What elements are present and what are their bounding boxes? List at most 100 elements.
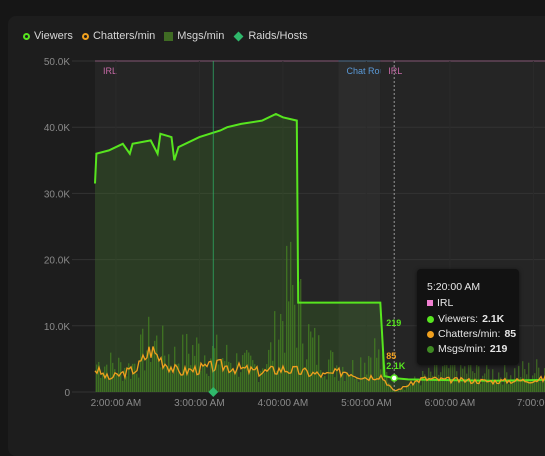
msgs-bar xyxy=(192,344,194,392)
msgs-bar xyxy=(460,356,462,392)
tooltip-label-viewers: Viewers: xyxy=(438,313,479,325)
msgs-bar xyxy=(292,285,294,392)
legend-item-raids[interactable]: Raids/Hosts xyxy=(233,30,308,42)
msgs-bar xyxy=(316,364,318,392)
msgs-bar xyxy=(502,384,504,392)
msgs-bar xyxy=(330,350,332,392)
msgs-bar xyxy=(200,370,202,392)
msgs-bar xyxy=(108,379,110,392)
msgs-bar xyxy=(534,373,536,392)
msgs-bar xyxy=(398,390,400,392)
legend-item-msgs[interactable]: Msgs/min xyxy=(164,30,224,42)
x-tick-label: 4:00:00 AM xyxy=(258,398,309,409)
msgs-bar xyxy=(268,349,270,392)
msgs-bar xyxy=(300,278,302,392)
msgs-bar xyxy=(282,321,284,392)
msgs-bar xyxy=(344,380,346,392)
msgs-bar xyxy=(312,337,314,392)
tooltip-time: 5:20:00 AM xyxy=(427,281,481,293)
msgs-bar xyxy=(110,352,112,392)
msgs-bar xyxy=(518,365,520,392)
msgs-bar xyxy=(346,371,348,392)
category-label: IRL xyxy=(103,66,117,76)
msgs-bar xyxy=(260,370,262,392)
msgs-bar xyxy=(420,385,422,392)
msgs-bar xyxy=(144,370,146,392)
msgs-bar xyxy=(490,381,492,392)
msgs-bar xyxy=(100,377,102,392)
msgs-bar xyxy=(198,343,200,392)
msgs-bar xyxy=(196,337,198,392)
msgs-bar xyxy=(522,361,524,392)
legend-label-viewers: Viewers xyxy=(34,30,73,42)
msgs-bar xyxy=(356,377,358,392)
msgs-bar xyxy=(170,365,172,392)
msgs-bar xyxy=(320,370,322,392)
msgs-bar xyxy=(348,376,350,392)
msgs-bar xyxy=(172,373,174,392)
msgs-bar xyxy=(452,365,454,392)
tooltip-value-chatters: 85 xyxy=(504,328,517,340)
msgs-bar xyxy=(246,350,248,392)
msgs-bar xyxy=(380,369,382,392)
msgs-bar xyxy=(272,360,274,392)
msgs-bar xyxy=(98,362,100,392)
msgs-bar xyxy=(252,360,254,392)
msgs-bar xyxy=(322,377,324,392)
msgs-bar xyxy=(122,380,124,392)
msgs-bar xyxy=(382,353,384,392)
msgs-bar xyxy=(342,366,344,392)
msgs-bar xyxy=(350,374,352,392)
y-tick-label: 20.0K xyxy=(44,256,70,267)
msgs-bar xyxy=(306,359,308,392)
msgs-bar xyxy=(512,380,514,392)
msgs-bar xyxy=(116,373,118,392)
msgs-bar xyxy=(406,384,408,392)
msgs-bar xyxy=(540,381,542,392)
msgs-bar xyxy=(182,334,184,392)
legend-item-viewers[interactable]: Viewers xyxy=(23,30,73,42)
x-tick-label: 5:00:00 AM xyxy=(341,398,392,409)
msgs-bar xyxy=(504,361,506,392)
msgs-bar xyxy=(328,359,330,392)
msgs-bar xyxy=(154,340,156,392)
y-tick-label: 30.0K xyxy=(44,189,70,200)
msgs-bar xyxy=(258,382,260,392)
msgs-bar xyxy=(178,363,180,392)
msgs-bar xyxy=(324,376,326,392)
msgs-bar xyxy=(218,364,220,392)
msgs-bar xyxy=(134,363,136,392)
category-label: IRL xyxy=(388,66,402,76)
msgs-bar xyxy=(368,356,370,392)
msgs-bar xyxy=(166,367,168,392)
msgs-bar xyxy=(302,343,304,392)
msgs-bar xyxy=(224,361,226,392)
msgs-bar xyxy=(190,365,192,392)
msgs-bar xyxy=(140,334,142,392)
msgs-bar xyxy=(286,245,288,392)
tooltip-category-swatch xyxy=(427,300,433,306)
msgs-bar xyxy=(194,355,196,392)
msgs-bar xyxy=(360,357,362,392)
msgs-bar xyxy=(314,327,316,392)
msgs-bar xyxy=(400,389,402,392)
tooltip-value-viewers: 2.1K xyxy=(482,313,505,325)
msgs-bar xyxy=(332,352,334,392)
msgs-bar xyxy=(256,366,258,392)
tooltip-dot-viewers xyxy=(427,315,434,323)
msgs-bar xyxy=(276,370,278,392)
msgs-bar xyxy=(474,372,476,392)
value-label: 2.1K xyxy=(386,361,406,371)
msgs-bar xyxy=(530,379,532,392)
msgs-bar xyxy=(520,376,522,392)
msgs-bar xyxy=(274,311,276,392)
msgs-bar xyxy=(138,377,140,392)
msgs-bar xyxy=(236,353,238,392)
msgs-bar xyxy=(266,364,268,392)
msgs-bar xyxy=(362,377,364,392)
msgs-bar xyxy=(392,389,394,392)
msgs-bar xyxy=(208,375,210,392)
legend-item-chatters[interactable]: Chatters/min xyxy=(81,30,155,42)
msgs-bar xyxy=(378,349,380,392)
